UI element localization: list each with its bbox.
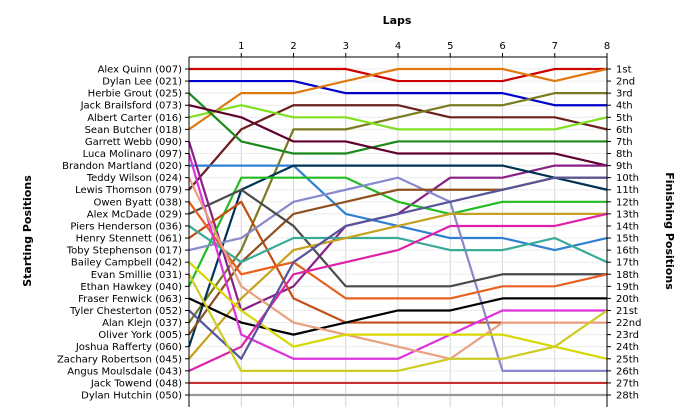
start-label: Jack Towend (048) <box>90 378 182 389</box>
start-label: Sean Butcher (018) <box>85 125 183 136</box>
series-line-2 <box>189 79 607 107</box>
start-label: Alex McDade (029) <box>87 209 182 220</box>
series-line-14 <box>188 176 607 372</box>
finish-label: 9th <box>616 161 633 172</box>
series-line-17 <box>188 225 608 264</box>
start-label: Zachary Robertson (045) <box>57 354 182 365</box>
start-label: Bailey Campbell (042) <box>71 258 182 269</box>
start-label: Alex Quinn (007) <box>98 65 183 76</box>
x-tick-label: 4 <box>395 41 401 52</box>
finish-label: 5th <box>616 113 633 124</box>
starting-position-labels: Alex Quinn (007)Dylan Lee (021)Herbie Gr… <box>57 65 182 402</box>
x-tick-label: 5 <box>447 41 453 52</box>
series-line-1 <box>189 67 607 83</box>
x-tick-label: 8 <box>604 41 610 52</box>
finish-label: 13th <box>616 209 639 220</box>
x-tick-label: 6 <box>499 41 505 52</box>
start-label: Luca Molinaro (097) <box>83 149 182 160</box>
series-line-11 <box>187 164 608 348</box>
series-line-4 <box>188 104 608 191</box>
finish-label: 2nd <box>616 77 635 88</box>
start-label: Dylan Lee (021) <box>102 77 182 88</box>
start-label: Fraser Fenwick (063) <box>78 294 182 305</box>
start-label: Evan Smillie (031) <box>91 270 182 281</box>
series-line-21 <box>187 153 607 360</box>
finish-label: 19th <box>616 282 639 293</box>
start-label: Lewis Thomson (079) <box>75 185 182 196</box>
start-label: Angus Moulsdale (043) <box>67 366 182 377</box>
finish-label: 4th <box>616 101 633 112</box>
finish-label: 11th <box>616 185 639 196</box>
start-label: Piers Henderson (036) <box>70 221 182 232</box>
series-lines <box>187 67 608 397</box>
finish-label: 26th <box>616 366 639 377</box>
start-label: Teddy Wilson (024) <box>86 173 182 184</box>
finish-label: 24th <box>616 342 639 353</box>
left-axis-title: Starting Positions <box>21 175 34 287</box>
start-label: Jack Brailsford (073) <box>80 101 183 112</box>
x-tick-label: 1 <box>238 41 244 52</box>
series-line-26 <box>188 273 608 372</box>
series-line-6 <box>188 104 608 131</box>
x-tick-label: 3 <box>343 41 349 52</box>
finish-label: 8th <box>616 149 633 160</box>
series-line-7 <box>188 92 607 155</box>
axes <box>185 53 611 407</box>
x-tick-labels: 1 2 3 4 5 6 7 8 <box>238 41 610 52</box>
start-label: Albert Carter (016) <box>87 113 182 124</box>
right-axis-title: Finishing Positions <box>663 172 676 290</box>
start-label: Tyler Chesterton (052) <box>69 306 182 317</box>
start-label: Alan Klejn (037) <box>102 318 182 329</box>
series-line-3 <box>188 67 608 131</box>
x-tick-label: 2 <box>290 41 296 52</box>
finish-label: 7th <box>616 137 633 148</box>
finish-label: 16th <box>616 246 639 257</box>
series-line-18 <box>188 212 607 360</box>
start-label: Oliver York (005) <box>98 330 182 341</box>
series-line-16 <box>188 188 607 288</box>
start-label: Dylan Hutchin (050) <box>81 391 182 402</box>
x-axis-title: Laps <box>383 14 412 27</box>
finish-label: 21st <box>616 306 638 317</box>
finishing-position-labels: 1st2nd3rd4th5th6th7th8th9th10th11th12th1… <box>616 65 641 402</box>
series-line-22 <box>188 177 607 360</box>
series-line-8 <box>188 104 608 167</box>
finish-label: 22nd <box>616 318 641 329</box>
finish-label: 18th <box>616 270 639 281</box>
finish-label: 1st <box>616 65 632 76</box>
finish-label: 10th <box>616 173 639 184</box>
series-line-25 <box>188 176 607 360</box>
finish-label: 20th <box>616 294 639 305</box>
finish-label: 27th <box>616 378 639 389</box>
finish-label: 6th <box>616 125 633 136</box>
start-label: Owen Byatt (038) <box>93 197 182 208</box>
series-line-24 <box>188 212 608 372</box>
finish-label: 25th <box>616 354 639 365</box>
finish-label: 12th <box>616 197 639 208</box>
series-line-5 <box>188 92 607 324</box>
x-tick-label: 7 <box>552 41 558 52</box>
start-label: Joshua Rafferty (060) <box>75 342 182 353</box>
series-line-19 <box>188 201 608 300</box>
finish-label: 28th <box>616 391 639 402</box>
finish-label: 15th <box>616 234 639 245</box>
start-label: Ethan Hawkey (040) <box>80 282 182 293</box>
series-line-12 <box>188 176 607 287</box>
start-label: Brandon Martland (020) <box>62 161 182 172</box>
finish-label: 3rd <box>616 89 633 100</box>
finish-label: 23rd <box>616 330 639 341</box>
start-label: Herbie Grout (025) <box>88 89 182 100</box>
start-label: Henry Stennett (061) <box>76 234 182 245</box>
start-label: Toby Stephenson (017) <box>66 246 182 257</box>
start-label: Garrett Webb (090) <box>85 137 182 148</box>
finish-label: 17th <box>616 258 639 269</box>
finish-label: 14th <box>616 221 639 232</box>
